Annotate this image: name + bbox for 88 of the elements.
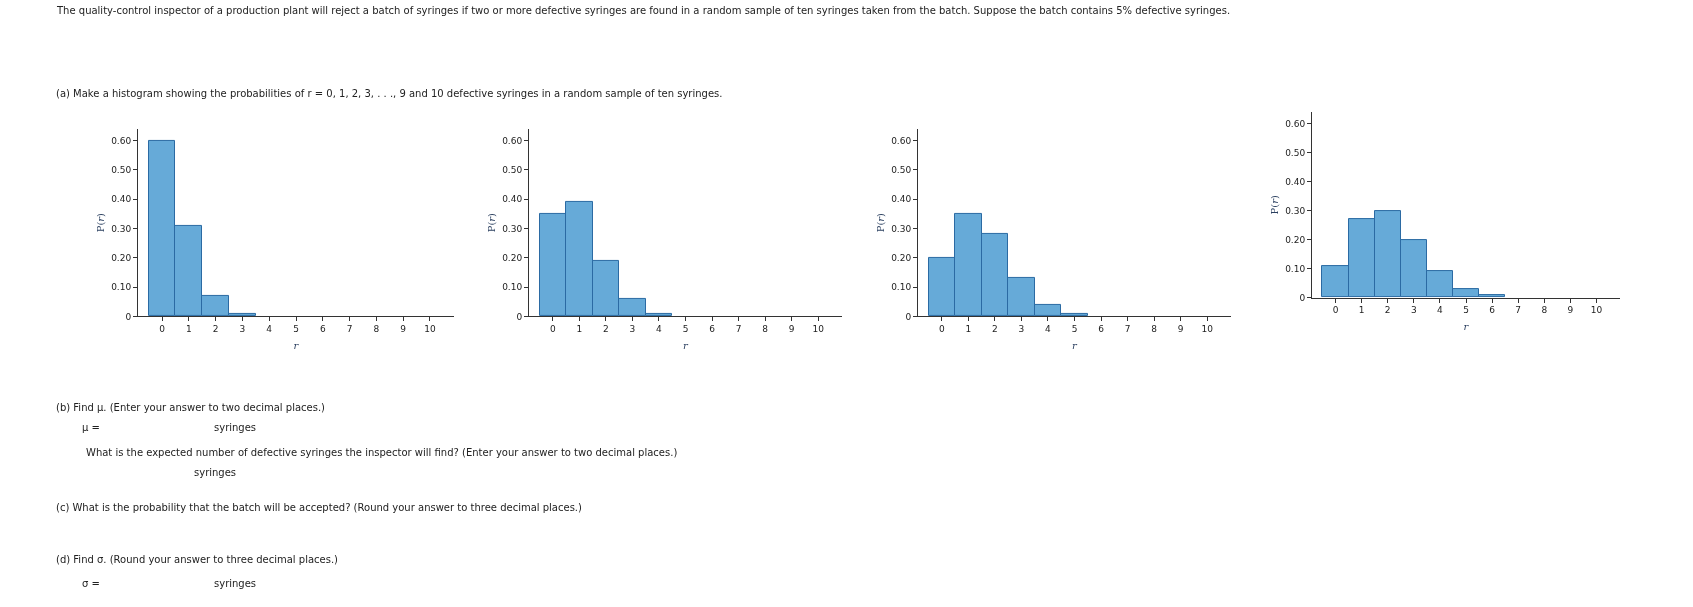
y-axis-title: P(r) — [486, 212, 498, 233]
text: syringes — [214, 422, 257, 433]
y-tick-label: 0.60 — [1285, 118, 1306, 129]
y-tick-label: 0.30 — [891, 223, 912, 234]
x-tick-label: 4 — [266, 324, 273, 335]
text: syringes — [214, 578, 257, 589]
text: syringes — [194, 467, 237, 478]
x-tick-label: 3 — [1410, 305, 1417, 316]
y-tick-label: 0.40 — [111, 194, 132, 205]
text: (a) Make a histogram showing the probabilities of r = 0, 1, 2, 3, . . ., 9 and 10 defective syringes in a random sample of ten syringes. — [56, 88, 723, 99]
y-tick-label: 0.40 — [1285, 176, 1306, 187]
x-tick-label: 1 — [576, 324, 583, 335]
y-tick-label: 0.20 — [891, 252, 912, 263]
x-tick-label: 7 — [1515, 305, 1522, 316]
x-axis-title: r — [293, 339, 300, 351]
x-tick-label: 9 — [1567, 305, 1574, 316]
x-tick-label: 0 — [550, 324, 556, 335]
y-tick-label: 0.10 — [1285, 263, 1306, 274]
x-axis-title: r — [1072, 339, 1079, 351]
y-tick-label: 0.50 — [1285, 147, 1306, 158]
x-tick-label: 6 — [319, 324, 326, 335]
x-tick-label: 7 — [1124, 324, 1131, 335]
x-tick-label: 2 — [603, 324, 609, 335]
x-tick-label: 8 — [762, 324, 769, 335]
y-axis-title: P(r) — [1269, 195, 1281, 215]
y-tick-label: 0.10 — [502, 282, 523, 293]
x-tick-label: 10 — [1590, 305, 1603, 316]
x-tick-label: 1 — [186, 324, 192, 335]
x-tick-label: 4 — [656, 324, 663, 335]
y-tick-label: 0.50 — [111, 165, 132, 176]
x-tick-label: 10 — [1201, 324, 1214, 335]
x-tick-label: 5 — [1463, 305, 1469, 316]
x-tick-label: 6 — [709, 324, 716, 335]
y-axis-title: P(r) — [875, 212, 887, 233]
y-tick-label: 0.10 — [111, 282, 132, 293]
x-tick-label: 4 — [1045, 324, 1052, 335]
text: σ = — [82, 578, 100, 589]
x-tick-label: 8 — [1541, 305, 1548, 316]
y-tick-label: 0.40 — [891, 194, 912, 205]
x-tick-label: 0 — [159, 324, 166, 335]
y-tick-label: 0.20 — [1285, 234, 1306, 245]
y-tick-label: 0.30 — [1285, 205, 1306, 216]
x-tick-label: 6 — [1489, 305, 1496, 316]
y-tick-label: 0.50 — [502, 165, 523, 176]
y-tick-label: 0 — [1299, 292, 1306, 303]
y-tick-label: 0.60 — [502, 135, 523, 146]
x-tick-label: 3 — [1018, 324, 1025, 335]
x-axis-title: r — [683, 339, 690, 351]
x-tick-label: 8 — [373, 324, 380, 335]
x-tick-label: 2 — [212, 324, 219, 335]
x-tick-label: 1 — [965, 324, 972, 335]
x-axis-title: r — [1463, 320, 1470, 332]
y-tick-label: 0.20 — [502, 252, 523, 263]
x-tick-label: 2 — [992, 324, 998, 335]
text: μ = — [82, 422, 100, 433]
y-tick-label: 0.30 — [111, 223, 132, 234]
y-axis-title: P(r) — [95, 212, 107, 233]
x-tick-label: 0 — [939, 324, 945, 335]
x-tick-label: 7 — [735, 324, 742, 335]
x-tick-label: 3 — [629, 324, 636, 335]
x-tick-label: 0 — [1332, 305, 1339, 316]
y-tick-label: 0.10 — [891, 282, 912, 293]
x-tick-label: 2 — [1384, 305, 1391, 316]
text: (c) What is the probability that the batch will be accepted? (Round your answer to three decimal places.) — [56, 502, 583, 513]
x-tick-label: 5 — [682, 324, 689, 335]
x-tick-label: 6 — [1098, 324, 1105, 335]
x-tick-label: 9 — [1177, 324, 1184, 335]
y-tick-label: 0.30 — [502, 223, 523, 234]
text: The quality-control inspector of a production plant will reject a batch of syringes if two or more defective syringes are found in a random sample of ten syringes taken from the batch. Suppose the batch contains 5% defective syringes. — [56, 5, 1231, 16]
x-tick-label: 7 — [346, 324, 353, 335]
x-tick-label: 4 — [1437, 305, 1444, 316]
x-tick-label: 1 — [1358, 305, 1365, 316]
text: (b) Find μ. (Enter your answer to two decimal places.) — [56, 402, 326, 413]
y-tick-label: 0.60 — [891, 135, 912, 146]
y-tick-label: 0.20 — [111, 252, 132, 263]
x-tick-label: 3 — [239, 324, 246, 335]
x-tick-label: 5 — [293, 324, 299, 335]
y-tick-label: 0.60 — [111, 135, 132, 146]
x-tick-label: 10 — [812, 324, 825, 335]
x-tick-label: 8 — [1151, 324, 1158, 335]
x-tick-label: 9 — [400, 324, 407, 335]
x-tick-label: 10 — [424, 324, 436, 335]
x-tick-label: 5 — [1071, 324, 1078, 335]
y-tick-label: 0.50 — [891, 165, 912, 176]
x-tick-label: 9 — [788, 324, 795, 335]
text: (d) Find σ. (Round your answer to three decimal places.) — [56, 554, 339, 565]
y-tick-label: 0.40 — [502, 194, 523, 205]
text: What is the expected number of defective syringes the inspector will find? (Enter your answer to two decimal places.) — [86, 447, 678, 458]
